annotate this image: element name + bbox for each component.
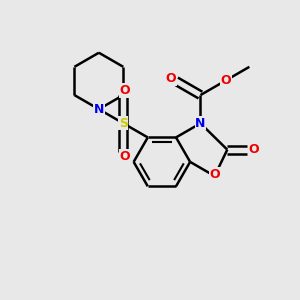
Text: S: S: [119, 117, 128, 130]
Text: O: O: [220, 74, 231, 87]
Text: O: O: [209, 168, 220, 181]
Text: N: N: [195, 117, 206, 130]
Text: O: O: [119, 84, 130, 97]
Text: O: O: [248, 143, 259, 156]
Text: O: O: [165, 72, 176, 85]
Text: O: O: [119, 149, 130, 163]
Text: N: N: [94, 103, 104, 116]
